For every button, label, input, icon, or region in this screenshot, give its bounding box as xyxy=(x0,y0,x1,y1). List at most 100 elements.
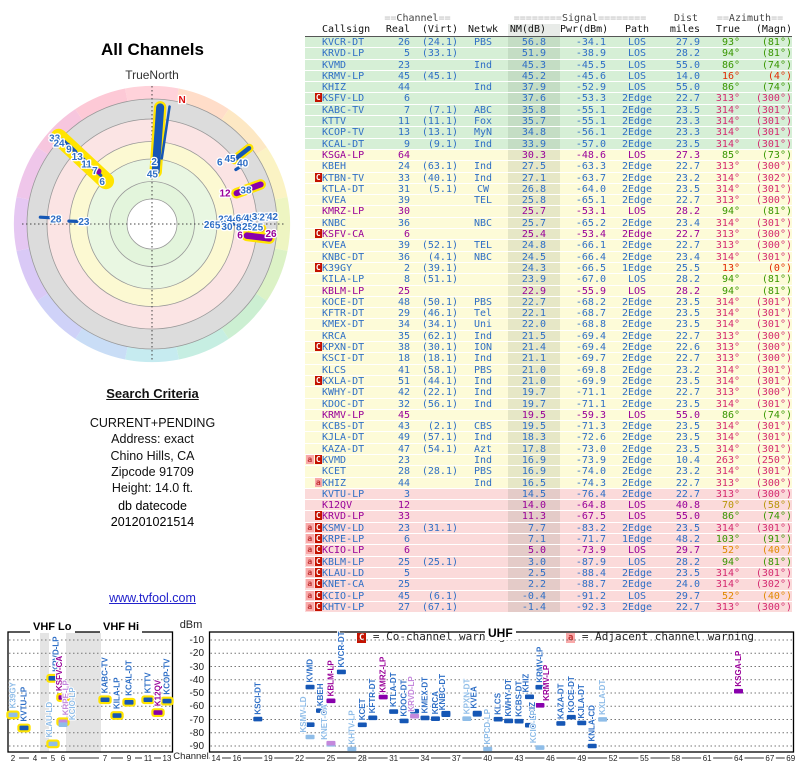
cell-real: 25 xyxy=(397,556,410,568)
cell-miles: 22.7 xyxy=(675,240,700,252)
x-axis-tick: 7 xyxy=(103,754,108,763)
station-label: KRCA xyxy=(431,691,440,714)
station-label: KSFV-CA xyxy=(55,656,64,691)
x-axis-tick: 13 xyxy=(163,754,172,763)
cell-path: 2Edge xyxy=(621,421,653,433)
tick-bg xyxy=(29,753,41,762)
warning-icons xyxy=(305,410,322,420)
compass-wedge xyxy=(16,147,49,200)
cell-pwr_dbm: -65.2 xyxy=(575,217,606,229)
cell-magn_az: (300°) xyxy=(755,240,792,252)
cell-true_az: 263° xyxy=(715,454,740,466)
cell-netwk: Ind xyxy=(473,432,493,444)
co-channel-icon: C xyxy=(314,375,322,385)
x-axis-tick: 4 xyxy=(33,754,38,763)
cell-magn_az: (300°) xyxy=(755,330,792,342)
cell-callsign: KFTR-DT xyxy=(322,308,365,320)
cell-pwr_dbm: -68.7 xyxy=(575,308,606,320)
table-row: C KPXN-DT 38 (30.1) ION 21.4 -69.4 2Edge 22.6 313… xyxy=(305,342,792,354)
cell-real: 33 xyxy=(397,511,410,523)
cell-true_az: 94° xyxy=(721,48,740,60)
column-header: Callsign xyxy=(322,24,371,35)
warning-icons xyxy=(305,105,322,115)
radar-channel-label: 30 xyxy=(221,222,233,233)
radar-channel-label: 40 xyxy=(237,158,249,169)
signal-bar xyxy=(100,697,110,703)
radar-channel-label: 45 xyxy=(244,214,256,225)
cell-magn_az: (40°) xyxy=(761,545,792,557)
warning-icons xyxy=(305,82,322,92)
cell-miles: 23.5 xyxy=(675,443,700,455)
warning-icons xyxy=(305,466,322,476)
cell-miles: 55.0 xyxy=(675,409,700,421)
station-label: KBLM-LP xyxy=(326,660,335,697)
table-row: C KRVD-LP 33 11.3 -67.5 LOS 55.0 86° (74°) xyxy=(305,511,792,523)
signal-bar xyxy=(441,710,451,716)
cell-nm_db: 35.8 xyxy=(508,104,560,116)
cell-path: 2Edge xyxy=(621,353,653,365)
cell-magn_az: (301°) xyxy=(755,522,792,534)
cell-true_az: 314° xyxy=(715,522,740,534)
search-criteria-lines: CURRENT+PENDING Address: exact Chino Hills… xyxy=(30,415,275,496)
cell-callsign: KVTU-LP xyxy=(322,488,365,500)
station-label: KHIZ xyxy=(522,674,531,693)
signal-charts: 2 4 5 6 7 9 11 13 14 16 19 22 25 28 31 34 37 40 43 46 49 52 55… xyxy=(6,630,797,763)
cell-callsign: KNBC-DT xyxy=(322,251,365,263)
cell-netwk xyxy=(458,48,508,58)
adjacent-channel-icon: a xyxy=(306,567,314,577)
search-line: Height: 14.0 ft. xyxy=(111,481,194,496)
table-row: KHIZ 44 Ind 37.9 -52.9 LOS 55.0 86° (74°) xyxy=(305,82,792,94)
radar-spoke xyxy=(60,137,71,148)
cell-real: 35 xyxy=(397,330,410,342)
cell-miles: 22.7 xyxy=(675,601,700,613)
cell-virt: (5.1) xyxy=(427,183,458,195)
cell-path: LOS xyxy=(627,59,647,71)
cell-real: 38 xyxy=(397,342,410,354)
tick-bg xyxy=(7,753,19,762)
cell-pwr_dbm: -72.6 xyxy=(575,432,606,444)
cell-callsign: KHIZ xyxy=(322,82,347,94)
spectrum-gap-band xyxy=(66,632,101,752)
cell-pwr_dbm: -73.9 xyxy=(575,545,606,557)
station-label: KTTV xyxy=(144,672,153,694)
cell-true_az: 314° xyxy=(715,398,740,410)
cell-true_az: 86° xyxy=(721,511,740,523)
cell-netwk: Ind xyxy=(473,59,493,71)
cell-path: LOS xyxy=(627,206,647,218)
cell-magn_az: (0°) xyxy=(767,262,792,274)
cell-nm_db: 19.7 xyxy=(508,398,560,410)
cell-callsign: KSGA-LP xyxy=(322,149,365,161)
cell-nm_db: 21.5 xyxy=(508,330,560,342)
cell-true_az: 314° xyxy=(715,375,740,387)
tvfool-link[interactable]: www.tvfool.com xyxy=(109,591,196,605)
adjacent-channel-icon: a xyxy=(306,590,314,600)
cell-magn_az: (301°) xyxy=(755,116,792,128)
tick-bg xyxy=(763,753,776,762)
cell-callsign: KCBS-DT xyxy=(322,421,365,433)
cell-nm_db: 19.5 xyxy=(508,421,560,432)
table-row: a KHIZ 44 Ind 16.5 -74.3 2Edge 22.7 313° (300°) xyxy=(305,477,792,489)
y-axis-tick: -30 xyxy=(189,661,204,673)
cell-pwr_dbm: -34.1 xyxy=(575,37,606,48)
cell-true_az: 16° xyxy=(721,70,740,82)
cell-pwr_dbm: -53.3 xyxy=(575,93,606,105)
cell-pwr_dbm: -68.2 xyxy=(575,296,606,308)
cell-real: 23 xyxy=(397,59,410,71)
cell-nm_db: 14.5 xyxy=(508,488,560,500)
warning-icons xyxy=(305,274,322,284)
cell-pwr_dbm: -68.8 xyxy=(575,319,606,331)
search-criteria: Search Criteria CURRENT+PENDING Address: … xyxy=(30,386,275,496)
cell-netwk: PBS xyxy=(473,37,493,48)
warning-icons xyxy=(305,139,322,149)
cell-virt: (58.1) xyxy=(421,364,458,376)
radar-channel-label: 23 xyxy=(78,217,90,228)
warning-icons: C xyxy=(305,93,322,103)
cell-magn_az: (74°) xyxy=(761,82,792,94)
cell-miles: 28.2 xyxy=(675,285,700,297)
warning-icons: a xyxy=(305,477,322,488)
warning-icons xyxy=(305,399,322,409)
cell-magn_az: (74°) xyxy=(761,409,792,421)
signal-bar xyxy=(378,694,388,700)
